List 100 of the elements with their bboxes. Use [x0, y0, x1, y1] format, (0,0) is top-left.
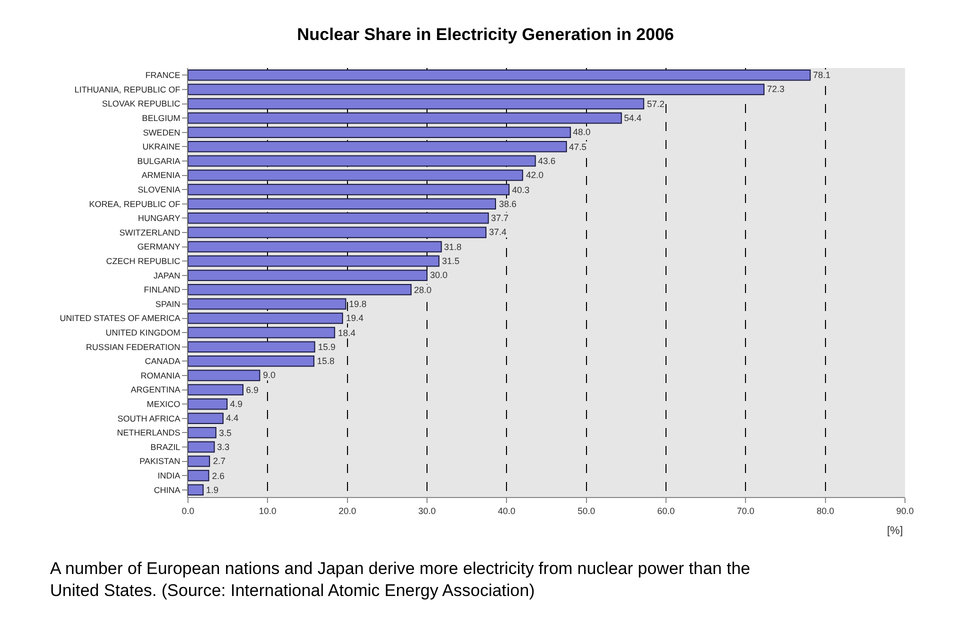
- y-tick-label: NETHERLANDS: [117, 428, 181, 438]
- data-label: 54.4: [624, 113, 642, 123]
- data-label: 15.8: [317, 356, 335, 366]
- bar: [188, 441, 215, 453]
- y-tick-label: ROMANIA: [140, 370, 181, 380]
- data-label: 48.0: [573, 127, 591, 137]
- bar: [188, 70, 811, 81]
- y-tick-label: SWITZERLAND: [119, 227, 180, 238]
- y-tick-label: RUSSIAN FEDERATION: [86, 342, 180, 352]
- bar: [188, 241, 442, 252]
- data-label: 15.9: [318, 342, 336, 352]
- data-label: 3.5: [219, 428, 232, 438]
- data-label: 57.2: [647, 99, 665, 109]
- data-label: 37.4: [489, 227, 507, 237]
- y-tick-label: BULGARIA: [137, 156, 181, 166]
- bar: [188, 184, 510, 196]
- y-tick-label: UNITED KINGDOM: [106, 328, 180, 338]
- y-tick-label: JAPAN: [154, 270, 180, 280]
- bar: [188, 284, 412, 296]
- bar: [188, 170, 524, 181]
- text: A number of European nations and Japan derive more electricity from nuclear power than the United States. (Source: International Atomic Energy Association): [50, 559, 750, 600]
- y-tick-label: SWEDEN: [142, 127, 180, 138]
- data-label: 9.0: [263, 370, 276, 380]
- bar: [188, 456, 210, 467]
- y-tick-label: CHINA: [154, 484, 181, 495]
- bar: [188, 84, 764, 96]
- y-tick-label: SPAIN: [155, 298, 180, 309]
- bar: [188, 384, 244, 396]
- y-tick-label: INDIA: [158, 470, 181, 481]
- y-tick-label: LITHUANIA, REPUBLIC OF: [74, 84, 180, 94]
- x-tick-label: 30.0: [418, 506, 436, 516]
- bar: [188, 298, 346, 310]
- data-label: 30.0: [430, 270, 448, 280]
- x-tick-label: 10.0: [258, 506, 276, 516]
- data-label: 3.3: [217, 442, 230, 452]
- data-label: 19.4: [346, 313, 364, 323]
- data-label: 4.9: [230, 399, 243, 409]
- bar: [188, 112, 622, 124]
- bar: [188, 198, 496, 210]
- data-label: 6.9: [246, 385, 259, 395]
- y-tick-label: CZECH REPUBLIC: [106, 256, 180, 266]
- bar: [188, 155, 536, 167]
- bar: [188, 470, 210, 482]
- data-label: 38.6: [499, 199, 517, 209]
- data-label: 78.1: [813, 70, 831, 80]
- x-tick-label: 60.0: [657, 506, 675, 516]
- x-tick-label: 90.0: [896, 506, 914, 516]
- x-tick-label: 50.0: [578, 506, 596, 516]
- data-label: 37.7: [491, 213, 509, 223]
- y-tick-label: KOREA, REPUBLIC OF: [89, 198, 180, 209]
- data-label: 2.7: [213, 456, 226, 466]
- y-tick-label: CANADA: [144, 356, 181, 366]
- data-label: 19.8: [349, 299, 367, 309]
- data-label: 42.0: [526, 170, 544, 180]
- y-tick-label: SLOVENIA: [138, 184, 181, 195]
- y-tick-label: HUNGARY: [138, 213, 181, 224]
- data-label: 72.3: [767, 84, 785, 94]
- x-tick-label: 70.0: [736, 506, 754, 516]
- y-tick-label: SOUTH AFRICA: [117, 413, 181, 424]
- y-tick-label: ARMENIA: [142, 170, 181, 180]
- bar: [188, 98, 644, 110]
- data-label: 31.5: [442, 256, 460, 266]
- data-label: 18.4: [338, 328, 356, 338]
- y-tick-label: FRANCE: [145, 70, 181, 80]
- y-tick-label: UKRAINE: [142, 142, 181, 152]
- data-label: 31.8: [444, 242, 462, 252]
- data-label: 1.9: [206, 485, 219, 495]
- x-tick-label: 40.0: [498, 506, 516, 516]
- bar: [188, 370, 260, 382]
- bar: [188, 141, 567, 152]
- x-tick-label: 0.0: [182, 506, 194, 516]
- x-tick-label: 80.0: [816, 506, 834, 516]
- y-tick-label: ARGENTINA: [130, 384, 181, 395]
- bar: [188, 484, 204, 496]
- y-tick-label: FINLAND: [144, 284, 180, 295]
- y-tick-label: SLOVAK REPUBLIC: [102, 98, 180, 109]
- data-label: 4.4: [226, 413, 239, 423]
- y-tick-label: PAKISTAN: [140, 456, 180, 466]
- bar: [188, 226, 486, 238]
- bar: [188, 312, 344, 324]
- data-label: 28.0: [414, 285, 432, 295]
- data-label: 47.5: [569, 142, 587, 152]
- bar: [188, 356, 314, 367]
- y-tick-label: UNITED STATES OF AMERICA: [60, 313, 181, 324]
- y-tick-label: GERMANY: [137, 242, 181, 252]
- bar: [188, 341, 316, 352]
- chart-title: Nuclear Share in Electricity Generation in 2006: [297, 25, 674, 44]
- bar: [188, 255, 440, 267]
- bar: [188, 427, 216, 438]
- x-axis-title: [%]: [887, 525, 903, 537]
- bar: [188, 412, 224, 424]
- bar: [188, 326, 336, 338]
- bar: [188, 398, 228, 410]
- data-label: 43.6: [538, 156, 556, 166]
- bar: [188, 126, 571, 138]
- y-tick-label: BRAZIL: [150, 442, 181, 452]
- y-tick-label: MEXICO: [146, 399, 181, 410]
- y-tick-label: BELGIUM: [142, 113, 180, 124]
- data-label: 2.6: [212, 471, 225, 481]
- data-label: 40.3: [512, 185, 530, 195]
